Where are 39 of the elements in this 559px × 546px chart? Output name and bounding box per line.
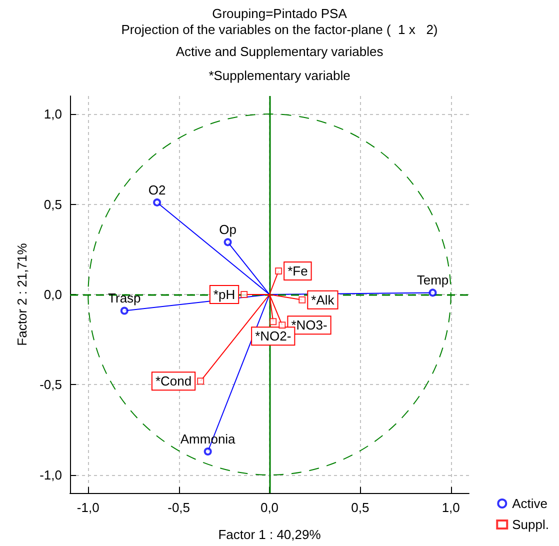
legend-label: Active bbox=[512, 496, 548, 511]
point bbox=[224, 238, 232, 246]
point bbox=[270, 318, 277, 326]
text: *Supplementary variable bbox=[208, 68, 350, 83]
annotation: Temp bbox=[416, 272, 449, 288]
annotation: Trasp bbox=[108, 290, 141, 306]
y-tick-label: 0,5 bbox=[44, 196, 62, 212]
annotation: *NO3- bbox=[291, 318, 328, 333]
annotation: Op bbox=[219, 222, 236, 238]
chart-subtitle: Projection of the variables on the factor-plane ( 1 x 2) bbox=[121, 22, 438, 37]
point bbox=[197, 378, 204, 385]
point bbox=[428, 288, 437, 297]
point bbox=[153, 198, 162, 206]
y-axis-title: Factor 2 : 21,71% bbox=[14, 242, 30, 346]
annotation: *pH bbox=[213, 287, 236, 302]
x-tick-label: 0,5 bbox=[351, 500, 370, 515]
legend-label: Suppl. bbox=[512, 517, 550, 532]
point bbox=[278, 322, 286, 329]
point bbox=[240, 291, 248, 298]
point bbox=[204, 447, 212, 456]
annotation: *Alk bbox=[311, 292, 335, 308]
y-tick-label: -1,0 bbox=[40, 467, 62, 482]
text: Active and Supplementary variables bbox=[176, 44, 384, 59]
annotation: *NO2- bbox=[255, 328, 292, 344]
point bbox=[120, 306, 128, 315]
x-tick-label: -0,5 bbox=[168, 500, 190, 515]
annotation: *Cond bbox=[155, 374, 192, 389]
point bbox=[275, 268, 282, 275]
point bbox=[298, 296, 306, 304]
x-tick-label: -1,0 bbox=[76, 500, 100, 515]
y-tick-label: 1,0 bbox=[44, 106, 62, 122]
chart-title: Grouping=Pintado PSA bbox=[212, 6, 348, 21]
annotation: *Fe bbox=[288, 264, 308, 279]
y-tick-label: -0,5 bbox=[40, 377, 62, 392]
y-tick-label: 0,0 bbox=[44, 287, 62, 302]
x-tick-label: 0,0 bbox=[260, 500, 279, 515]
x-axis-title: Factor 1 : 40,29% bbox=[218, 527, 322, 542]
annotation: O2 bbox=[148, 182, 166, 198]
x-tick-label: 1,0 bbox=[442, 500, 460, 515]
